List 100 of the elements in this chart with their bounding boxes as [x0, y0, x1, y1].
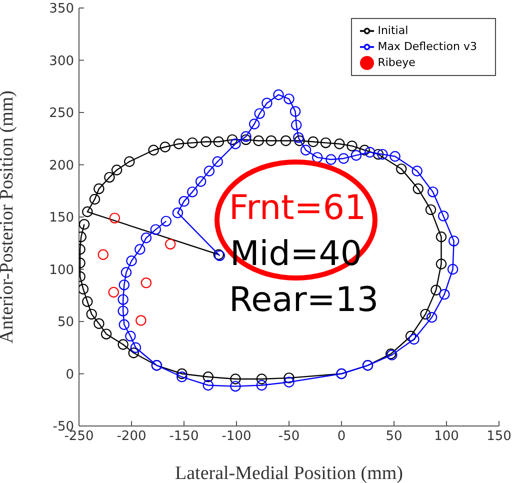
point	[213, 136, 224, 148]
point	[447, 264, 458, 275]
point	[148, 144, 159, 156]
point	[408, 334, 420, 345]
point	[430, 284, 442, 296]
point	[140, 277, 152, 288]
point	[125, 330, 136, 342]
point	[405, 330, 416, 342]
point	[111, 164, 122, 176]
point	[262, 98, 272, 108]
point	[364, 146, 376, 158]
point	[160, 216, 172, 227]
y-tick-label: 50	[57, 315, 74, 330]
x-tick-label: 150	[486, 429, 512, 444]
point	[240, 131, 252, 142]
x-tick-label: -150	[169, 429, 199, 444]
point	[202, 380, 214, 391]
point	[98, 249, 108, 260]
point	[118, 294, 128, 305]
point	[338, 153, 349, 164]
point	[176, 372, 188, 382]
x-tick-label: -100	[222, 429, 252, 444]
point	[253, 135, 264, 146]
point	[428, 186, 438, 198]
point	[254, 108, 265, 119]
point	[273, 89, 284, 100]
x-tick-label: -250	[64, 429, 94, 444]
x-tick-label: 100	[434, 429, 459, 444]
point	[230, 380, 241, 392]
point	[284, 94, 294, 104]
point	[280, 135, 292, 146]
point	[334, 138, 345, 150]
point	[390, 151, 400, 162]
point	[128, 348, 139, 358]
point	[396, 164, 407, 174]
point	[118, 339, 128, 350]
point	[240, 134, 252, 146]
point	[226, 134, 238, 146]
point	[172, 207, 184, 218]
point	[438, 210, 449, 222]
point	[173, 138, 184, 150]
annotation: Rear=13	[229, 280, 379, 320]
y-tick-label: 200	[49, 158, 74, 174]
point	[436, 232, 447, 242]
point	[195, 176, 206, 187]
point	[436, 258, 447, 270]
point	[372, 148, 384, 160]
x-tick-label: -50	[278, 429, 300, 444]
point	[94, 318, 104, 329]
point	[120, 267, 132, 278]
y-tick-label: 350	[49, 2, 74, 17]
point	[86, 308, 97, 320]
point	[312, 152, 323, 163]
point	[82, 296, 93, 307]
point	[412, 166, 422, 176]
point	[300, 144, 312, 156]
point	[439, 288, 450, 300]
point	[124, 156, 135, 167]
point	[165, 238, 176, 250]
point	[178, 196, 190, 207]
point	[150, 224, 161, 235]
point	[82, 206, 93, 218]
y-tick-label: 250	[49, 106, 74, 122]
point	[140, 232, 152, 244]
point	[118, 280, 130, 290]
point	[320, 137, 332, 148]
point	[202, 372, 214, 382]
point	[293, 132, 304, 143]
point	[256, 380, 268, 391]
legend-label: Max Deflection v3	[378, 40, 477, 53]
annotation: Mid=40	[229, 234, 363, 274]
point	[136, 315, 146, 326]
point	[212, 156, 223, 167]
point	[346, 140, 358, 152]
point	[308, 136, 318, 148]
point	[109, 212, 120, 224]
point	[79, 218, 90, 230]
x-tick-label: 50	[386, 429, 402, 444]
point	[160, 142, 170, 152]
y-tick-label: 100	[49, 262, 74, 278]
point	[359, 144, 370, 156]
point	[290, 106, 301, 117]
point	[350, 150, 362, 161]
point	[294, 135, 305, 146]
x-axis-title: Lateral-Medial Position (mm)	[175, 463, 403, 483]
y-tick-label: 0	[66, 367, 74, 382]
y-tick-label: 150	[49, 210, 74, 226]
point	[448, 236, 460, 246]
annotation: Frnt=61	[229, 188, 366, 228]
point	[230, 138, 241, 150]
point	[176, 368, 188, 380]
point	[377, 148, 388, 160]
point	[284, 376, 294, 388]
legend-label: Ribeye	[378, 56, 416, 69]
point	[187, 186, 198, 198]
point	[126, 256, 137, 266]
point	[291, 120, 302, 130]
point	[118, 306, 128, 316]
point	[200, 136, 212, 148]
point	[204, 166, 215, 176]
